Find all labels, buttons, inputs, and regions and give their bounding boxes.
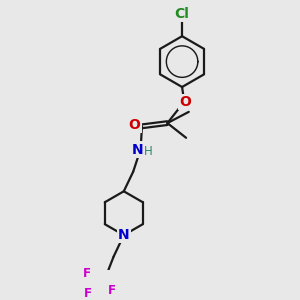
Text: F: F [108,284,116,297]
Text: F: F [84,287,92,300]
Text: N: N [132,142,143,157]
Text: O: O [179,95,191,109]
Text: N: N [118,228,130,242]
Text: O: O [129,118,140,132]
Text: H: H [144,145,153,158]
Text: Cl: Cl [175,7,190,21]
Text: F: F [83,267,91,280]
